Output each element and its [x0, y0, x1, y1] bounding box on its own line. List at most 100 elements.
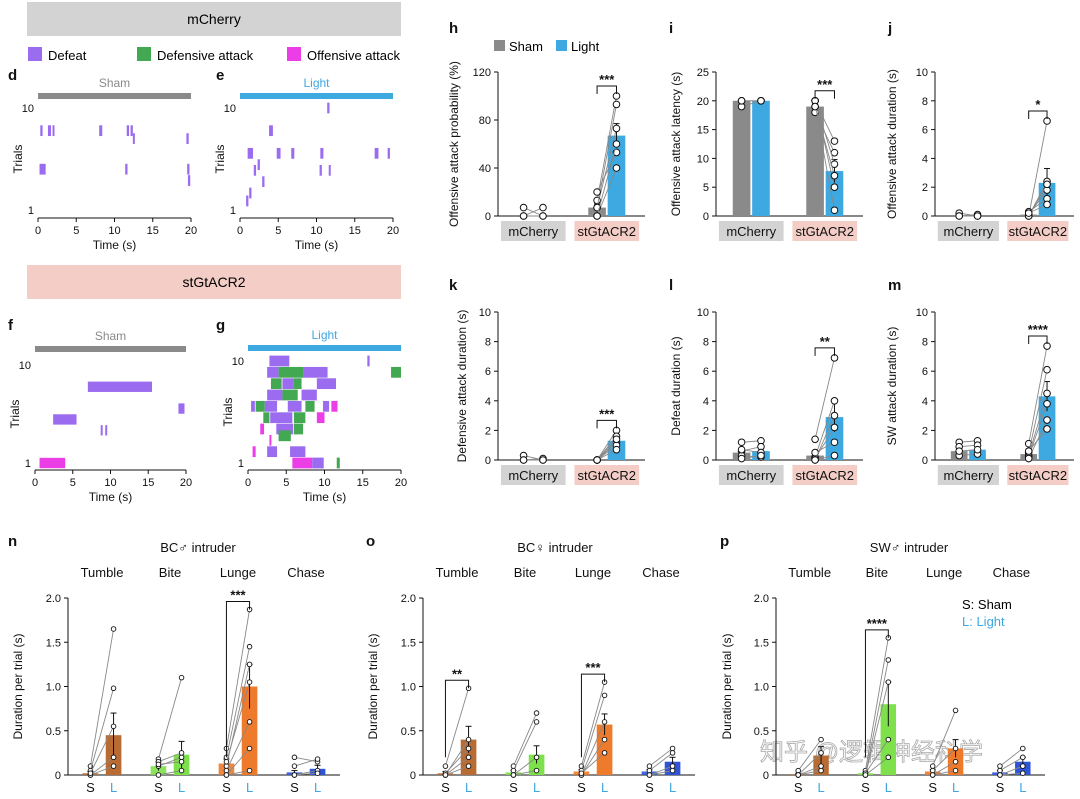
panel-letter-p: p: [720, 533, 729, 550]
group-label-i: stGtACR2: [796, 224, 855, 239]
ytick-label-m: 2: [922, 425, 928, 437]
data-point-n: [178, 758, 185, 765]
bar-light-h: [607, 135, 626, 216]
raster-event-defensive: [255, 400, 265, 412]
ylabel-n: Duration per trial (s): [11, 633, 25, 739]
banner-gtacr: [27, 265, 401, 299]
raster-tick-label-d: 0: [35, 225, 41, 237]
data-point-j: [973, 212, 982, 220]
panel-letter-n: n: [8, 533, 17, 550]
legend-swatch-offensive: [287, 47, 301, 61]
stim-label-l-o: L: [669, 780, 676, 795]
ytick-label-j: 6: [922, 125, 928, 137]
ytick-label-o: 0: [410, 770, 416, 782]
raster-ylabel-e: Trials: [213, 145, 227, 174]
data-point-l: [737, 445, 746, 454]
paired-line-i: [814, 106, 835, 176]
raster-xlabel-g: Time (s): [303, 490, 347, 504]
raster-event-defensive: [293, 423, 304, 435]
raster-tick-label-e: 15: [349, 225, 361, 237]
paired-line-o: [513, 756, 537, 776]
data-point-o: [533, 719, 540, 725]
group-label-m: mCherry: [943, 468, 993, 483]
ytick-label-i: 15: [697, 125, 709, 137]
data-point-i: [737, 97, 746, 105]
paired-line-o: [649, 748, 673, 767]
condition-label-g: Light: [311, 328, 338, 342]
data-point-l: [830, 438, 839, 447]
raster-event-defeat: [267, 389, 283, 401]
raster-event-defeat: [303, 366, 328, 378]
ytick-label-i: 25: [697, 67, 709, 79]
group-label-m: stGtACR2: [1009, 468, 1068, 483]
group-box-j: [937, 221, 999, 241]
data-point-k: [612, 445, 621, 454]
ytick-label-n: 1.0: [46, 682, 61, 694]
stim-label-s-p: S: [794, 780, 803, 795]
ytick-label-k: 8: [485, 337, 491, 349]
ylabel-k: Defensive attack duration (s): [455, 310, 469, 463]
ytick-label-i: 20: [697, 96, 709, 108]
behavior-label-n: Lunge: [220, 565, 256, 580]
raster-event-defeat: [269, 355, 290, 367]
data-point-l: [757, 451, 765, 460]
data-point-p: [952, 767, 959, 774]
ytick-label-p: 0.5: [754, 726, 769, 738]
data-point-p: [1020, 745, 1026, 752]
behavior-label-p: Tumble: [788, 565, 831, 580]
paired-line-n: [89, 628, 115, 767]
trial-bottom-g: 1: [238, 458, 244, 470]
data-point-h: [519, 203, 528, 212]
paired-line-p: [932, 761, 956, 776]
stim-label-l-n: L: [110, 780, 117, 795]
paired-line-j: [1028, 120, 1048, 217]
sig-bracket-o: [444, 679, 470, 758]
trial-top-f: 10: [19, 360, 31, 372]
paired-line-p: [932, 748, 956, 771]
ylabel-p: Duration per trial (s): [720, 633, 734, 739]
paired-line-o: [445, 765, 469, 776]
raster-event-defeat: [178, 403, 185, 414]
ytick-label-p: 1.5: [754, 637, 769, 649]
condition-label-e: Light: [303, 76, 330, 90]
group-box-m: [937, 465, 999, 485]
sig-label-o: ***: [585, 660, 601, 675]
paired-line-l: [814, 357, 835, 440]
data-point-p: [885, 657, 892, 663]
condition-bar-f: [35, 346, 186, 352]
bar-sham-i: [732, 100, 751, 216]
ytick-label-j: 4: [922, 153, 928, 165]
paired-line-o: [649, 770, 673, 776]
stim-label-l-n: L: [314, 780, 321, 795]
legend-defeat: Defeat: [48, 48, 87, 63]
data-point-n: [178, 767, 185, 774]
paired-line-n: [225, 646, 251, 758]
raster-xlabel-f: Time (s): [89, 490, 133, 504]
stim-label-s-n: S: [222, 780, 231, 795]
data-point-j: [1024, 209, 1033, 217]
ytick-label-i: 10: [697, 153, 709, 165]
data-point-p: [929, 763, 936, 769]
data-point-p: [952, 745, 959, 752]
raster-event-defeat: [253, 164, 257, 176]
stim-label-s-n: S: [290, 780, 299, 795]
data-point-n: [291, 772, 298, 778]
behavior-label-o: Chase: [642, 565, 680, 580]
paired-line-p: [865, 756, 889, 776]
raster-event-defensive: [293, 378, 302, 390]
data-point-h: [612, 124, 621, 133]
panel-letter-f: f: [8, 317, 14, 334]
group-label-i: mCherry: [726, 224, 776, 239]
data-point-p: [997, 772, 1003, 778]
raster-event-defeat: [312, 457, 324, 469]
raster-event-defensive: [282, 389, 298, 401]
paired-line-p: [932, 710, 956, 767]
sig-bracket-o: [580, 673, 606, 758]
data-point-h: [539, 212, 547, 220]
paired-line-o: [581, 721, 605, 776]
paired-line-p: [999, 765, 1023, 776]
data-point-j: [1043, 180, 1051, 189]
ytick-label-m: 10: [916, 307, 928, 319]
paired-line-l: [814, 400, 835, 458]
ytick-label-o: 2.0: [401, 593, 416, 605]
